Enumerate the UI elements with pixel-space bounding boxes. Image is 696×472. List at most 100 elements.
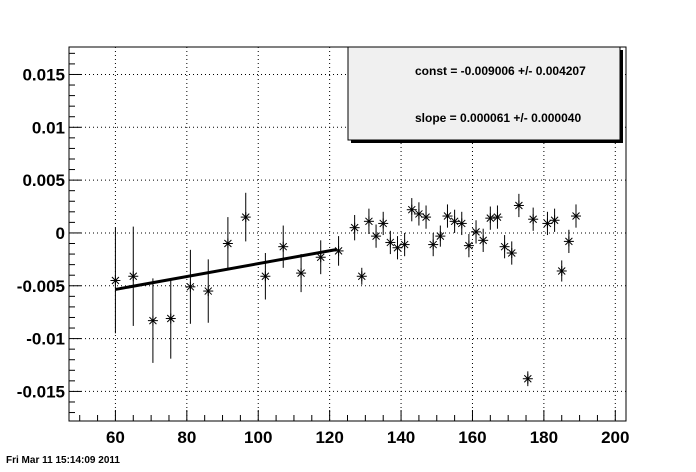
timestamp-footer: Fri Mar 11 15:14:09 2011 bbox=[6, 455, 120, 466]
marker-stroke bbox=[543, 219, 552, 228]
axes: 60 80 100 120 140 160 180 200 -0.015 -0.01 -0.005 0… bbox=[17, 52, 629, 447]
marker-stroke bbox=[279, 242, 288, 251]
data-point bbox=[363, 208, 374, 234]
x-tick-label: 200 bbox=[601, 428, 629, 447]
data-point bbox=[165, 278, 176, 359]
marker-stroke bbox=[261, 272, 270, 281]
y-tick-label: 0.015 bbox=[22, 65, 65, 84]
data-point bbox=[147, 278, 158, 363]
marker-stroke bbox=[450, 217, 459, 226]
y-tick-label: -0.01 bbox=[26, 330, 65, 349]
data-point bbox=[203, 259, 214, 323]
data-point bbox=[492, 205, 503, 229]
marker-stroke bbox=[557, 267, 566, 275]
data-point bbox=[356, 267, 367, 285]
x-tick-label: 160 bbox=[458, 428, 486, 447]
marker-stroke bbox=[365, 217, 373, 226]
data-point bbox=[542, 211, 553, 236]
marker-stroke bbox=[357, 272, 366, 281]
y-tick-label: 0.005 bbox=[22, 171, 65, 190]
data-point bbox=[128, 226, 139, 326]
data-point bbox=[222, 217, 233, 270]
data-point bbox=[296, 254, 307, 293]
data-point bbox=[563, 229, 574, 254]
data-points bbox=[110, 192, 582, 387]
data-point bbox=[471, 220, 482, 244]
data-point bbox=[428, 232, 439, 257]
marker-stroke bbox=[465, 241, 473, 250]
marker-stroke bbox=[372, 232, 380, 240]
x-tick-label: 180 bbox=[530, 428, 558, 447]
data-point bbox=[385, 230, 396, 255]
data-point bbox=[513, 193, 524, 218]
marker-stroke bbox=[500, 242, 509, 251]
marker-stroke bbox=[316, 253, 325, 262]
fit-stats-box-background bbox=[347, 46, 621, 141]
marker-stroke bbox=[204, 287, 213, 295]
fit-layer bbox=[115, 247, 338, 291]
data-point bbox=[456, 211, 467, 236]
marker-stroke bbox=[415, 210, 423, 218]
data-point bbox=[485, 206, 496, 230]
y-tick-label: -0.015 bbox=[17, 382, 65, 401]
marker-stroke bbox=[407, 205, 416, 214]
data-point bbox=[571, 204, 582, 228]
data-point bbox=[399, 232, 410, 257]
marker-stroke bbox=[507, 249, 516, 257]
marker-stroke bbox=[111, 276, 120, 285]
y-tick-label: 0 bbox=[56, 224, 65, 243]
marker-stroke bbox=[379, 219, 388, 228]
x-tick-label: 100 bbox=[244, 428, 272, 447]
y-tick-label: -0.005 bbox=[17, 277, 65, 296]
marker-stroke bbox=[523, 374, 532, 383]
data-point bbox=[442, 204, 453, 228]
x-tick-label: 80 bbox=[177, 428, 196, 447]
data-point bbox=[499, 235, 510, 259]
marker-stroke bbox=[422, 213, 430, 221]
x-tick-label: 120 bbox=[315, 428, 343, 447]
marker-stroke bbox=[486, 214, 495, 223]
marker-stroke bbox=[565, 237, 573, 246]
data-point bbox=[406, 198, 417, 222]
data-point bbox=[185, 249, 196, 324]
data-point bbox=[392, 236, 403, 260]
marker-stroke bbox=[224, 239, 232, 248]
data-point bbox=[413, 202, 424, 226]
marker-stroke bbox=[457, 219, 466, 228]
marker-stroke bbox=[493, 213, 502, 221]
marker-stroke bbox=[550, 216, 559, 225]
fit-const-text: const = -0.009006 +/- 0.004207 bbox=[415, 64, 586, 78]
data-point bbox=[435, 225, 446, 247]
marker-stroke bbox=[472, 228, 480, 236]
data-point bbox=[478, 228, 489, 252]
marker-stroke bbox=[393, 243, 402, 252]
marker-stroke bbox=[479, 236, 488, 245]
data-point bbox=[556, 260, 567, 282]
marker-stroke bbox=[443, 212, 452, 220]
marker-stroke bbox=[241, 213, 250, 221]
data-point bbox=[349, 214, 360, 241]
marker-stroke bbox=[334, 247, 343, 255]
data-point bbox=[506, 241, 517, 265]
data-point bbox=[260, 253, 271, 300]
fit-line bbox=[115, 247, 338, 291]
fit-slope-text: slope = 0.000061 +/- 0.000040 bbox=[415, 111, 581, 125]
data-point bbox=[240, 192, 251, 242]
data-point bbox=[463, 234, 474, 258]
marker-stroke bbox=[529, 215, 538, 224]
fit-stats-box: const = -0.009006 +/- 0.004207 slope = 0… bbox=[347, 46, 623, 143]
data-point bbox=[528, 207, 539, 231]
data-point bbox=[278, 225, 289, 268]
data-point bbox=[315, 240, 326, 275]
marker-stroke bbox=[572, 212, 580, 220]
marker-stroke bbox=[186, 282, 195, 291]
marker-stroke bbox=[350, 223, 359, 232]
marker-stroke bbox=[429, 240, 438, 249]
marker-stroke bbox=[400, 240, 409, 249]
data-point bbox=[371, 224, 382, 248]
marker-stroke bbox=[129, 272, 138, 281]
y-tick-label: 0.01 bbox=[32, 118, 65, 137]
data-point bbox=[449, 209, 460, 233]
fit-stats-box-shadow-right bbox=[620, 50, 623, 143]
